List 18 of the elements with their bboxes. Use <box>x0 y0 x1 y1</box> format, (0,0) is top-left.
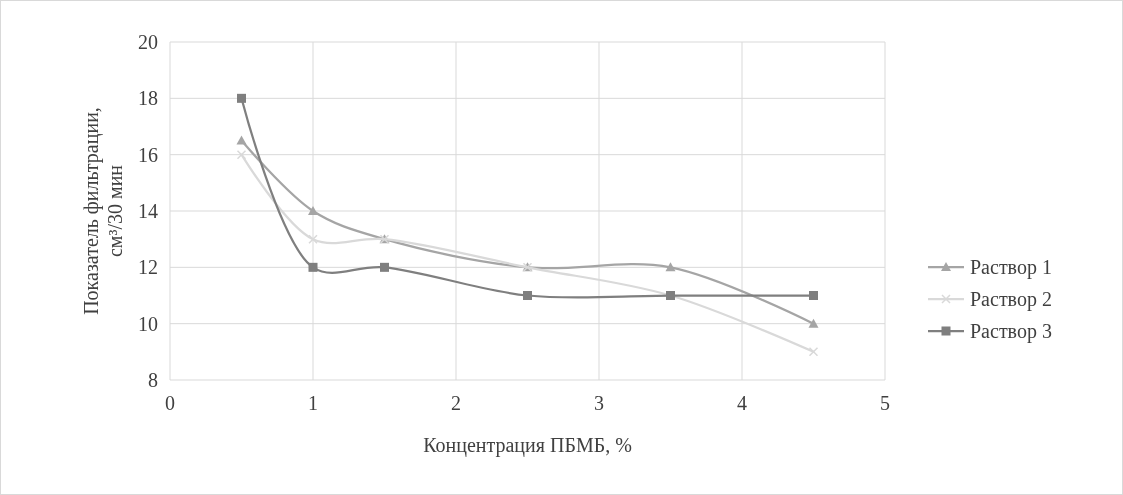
legend-label: Раствор 2 <box>970 288 1052 311</box>
y-tick-label: 10 <box>138 312 158 335</box>
legend-label: Раствор 3 <box>970 320 1052 343</box>
legend-label: Раствор 1 <box>970 256 1052 279</box>
y-axis-title: Показатель фильтрации, см³/30 мин <box>80 107 126 315</box>
y-tick-label: 14 <box>138 200 158 222</box>
x-tick-label: 2 <box>451 392 461 414</box>
x-tick-label: 3 <box>594 392 604 414</box>
y-tick-label: 8 <box>148 369 158 391</box>
x-tick-label: 0 <box>165 392 175 414</box>
y-tick-label: 18 <box>138 87 158 110</box>
y-tick-label: 12 <box>138 256 158 279</box>
x-tick-label: 5 <box>880 392 890 414</box>
y-tick-label: 20 <box>138 31 158 53</box>
x-tick-label: 1 <box>308 392 318 414</box>
x-axis-title: Концентрация ПБМБ, % <box>423 434 632 457</box>
x-tick-label: 4 <box>737 392 747 414</box>
y-tick-label: 16 <box>138 143 158 166</box>
